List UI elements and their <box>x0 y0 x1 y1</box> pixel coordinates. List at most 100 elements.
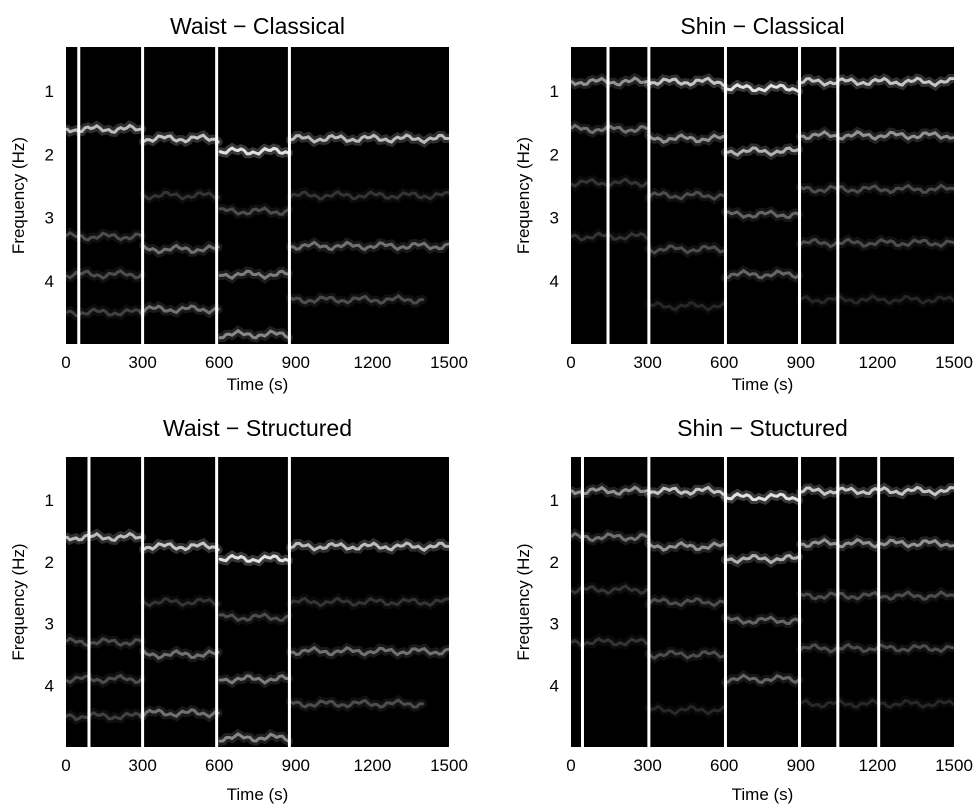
y-tick-labels: 1 2 3 4 <box>45 82 54 291</box>
spectral-band-glow <box>644 646 728 664</box>
spectral-band-glow <box>720 205 803 223</box>
x-tick-label: 600 <box>710 756 738 775</box>
x-tick-label: 1200 <box>353 353 391 372</box>
spectral-band-glow <box>720 669 803 688</box>
plot-area <box>66 47 449 344</box>
y-tick-label: 4 <box>45 272 54 291</box>
x-tick-label: 0 <box>61 756 70 775</box>
y-tick-labels: 1 2 3 4 <box>45 491 54 695</box>
spectral-band-glow <box>285 236 453 255</box>
spectral-band-glow <box>139 301 223 319</box>
x-tick-label: 600 <box>710 353 738 372</box>
spectral-band <box>65 636 144 648</box>
spectral-bands <box>567 72 958 312</box>
y-axis-label: Frequency (Hz) <box>514 137 533 254</box>
spectral-bands <box>62 120 453 343</box>
spectral-band <box>647 597 725 608</box>
spectral-band <box>218 732 290 743</box>
x-tick-label: 1200 <box>858 756 896 775</box>
spectral-band-glow <box>796 179 958 198</box>
spectral-band <box>288 190 450 201</box>
spectral-band <box>65 711 144 722</box>
y-tick-label: 4 <box>45 676 54 695</box>
spectral-band-glow <box>139 645 223 664</box>
y-tick-label: 3 <box>45 615 54 634</box>
spectral-band <box>570 584 649 595</box>
spectral-band <box>288 698 424 709</box>
spectral-band <box>142 243 220 255</box>
spectral-band-glow <box>567 580 652 599</box>
spectral-band <box>799 183 955 195</box>
spectral-band <box>723 209 800 220</box>
spectral-band <box>142 708 220 719</box>
y-tick-labels: 1 2 3 4 <box>550 491 559 695</box>
spectral-band-glow <box>62 632 147 651</box>
spectral-band-glow <box>215 202 293 220</box>
spectral-band <box>570 485 649 496</box>
x-tick-label: 1200 <box>858 353 896 372</box>
spectral-band-glow <box>285 694 427 713</box>
y-tick-label: 2 <box>45 145 54 164</box>
y-tick-label: 3 <box>550 209 559 228</box>
y-tick-label: 2 <box>550 553 559 572</box>
x-tick-labels: 0 300 600 900 1200 1500 <box>61 756 468 775</box>
spectral-band <box>799 590 955 601</box>
spectral-band <box>647 541 725 552</box>
spectral-band-glow <box>285 186 453 205</box>
x-axis-label: Time (s) <box>227 375 289 394</box>
x-tick-label: 900 <box>282 756 310 775</box>
y-axis-label: Frequency (Hz) <box>9 543 28 660</box>
y-axis-label: Frequency (Hz) <box>514 543 533 660</box>
spectral-band-glow <box>796 639 958 658</box>
spectral-band-glow <box>215 728 293 746</box>
y-tick-label: 2 <box>45 553 54 572</box>
spectral-band <box>723 615 800 626</box>
spectral-band <box>288 645 450 657</box>
spectral-band <box>799 76 955 88</box>
plot-area <box>571 47 954 344</box>
spectral-band-glow <box>215 325 293 343</box>
x-axis-label: Time (s) <box>227 785 289 804</box>
y-tick-label: 4 <box>550 676 559 695</box>
spectral-band <box>288 596 450 608</box>
x-tick-label: 900 <box>787 353 815 372</box>
spectral-band-glow <box>215 266 293 284</box>
spectral-band <box>723 268 800 280</box>
y-tick-label: 1 <box>45 82 54 101</box>
panel-title: Waist − Classical <box>170 13 345 39</box>
spectral-band-glow <box>215 608 293 626</box>
spectral-band <box>647 76 725 87</box>
spectral-band-glow <box>139 240 223 258</box>
spectral-band-glow <box>139 187 223 205</box>
spectral-band-glow <box>285 642 453 661</box>
y-tick-label: 2 <box>550 145 559 164</box>
plot-area <box>571 457 954 747</box>
spectral-band <box>218 269 290 281</box>
spectral-band <box>799 129 955 141</box>
spectral-band <box>288 294 424 305</box>
x-tick-label: 600 <box>205 756 233 775</box>
x-tick-labels: 0 300 600 900 1200 1500 <box>566 353 973 372</box>
x-tick-label: 1500 <box>935 353 973 372</box>
spectral-band <box>799 485 955 497</box>
panel-shin-structured: 1 2 3 4 0 300 600 900 1200 1500 Shin − Stuctured… <box>514 415 973 804</box>
panel-title: Shin − Stuctured <box>677 415 848 441</box>
spectral-band-glow <box>139 704 223 723</box>
x-tick-label: 900 <box>282 353 310 372</box>
x-tick-labels: 0 300 600 900 1200 1500 <box>566 756 973 775</box>
x-tick-label: 300 <box>633 756 661 775</box>
panel-title: Shin − Classical <box>680 13 844 39</box>
spectral-band <box>723 492 800 502</box>
y-tick-label: 4 <box>550 272 559 291</box>
spectral-bands <box>567 481 958 716</box>
spectral-band <box>142 597 220 608</box>
segment-boundaries <box>580 457 881 747</box>
spectral-band-glow <box>215 670 293 689</box>
spectral-band <box>218 206 290 216</box>
spectral-band-glow <box>720 611 803 629</box>
y-tick-label: 1 <box>45 491 54 510</box>
y-axis-label: Frequency (Hz) <box>9 137 28 254</box>
spectral-band <box>218 553 290 564</box>
x-tick-label: 1200 <box>353 756 391 775</box>
spectral-band <box>723 83 800 93</box>
